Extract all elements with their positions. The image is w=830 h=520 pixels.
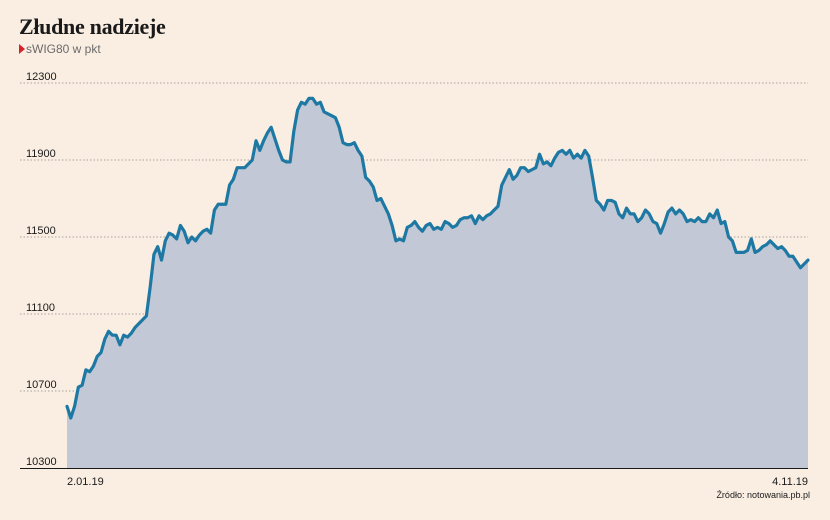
red-triangle-icon: [19, 44, 25, 54]
y-tick-label: 10700: [26, 379, 57, 391]
y-tick-label: 11500: [26, 225, 56, 237]
subtitle-text: sWIG80 w pkt: [26, 42, 101, 56]
y-tick-label: 12300: [26, 71, 57, 83]
y-tick-label: 11900: [26, 148, 56, 160]
y-axis-ticks: 12300 11900 11500 11100 10700 10300: [26, 71, 57, 468]
y-tick-label: 10300: [26, 456, 57, 468]
source-note: Źródło: notowania.pb.pl: [716, 490, 810, 500]
series-line: [65, 96, 810, 420]
y-tick-label: 11100: [26, 302, 55, 314]
x-tick-label-start: 2.01.19: [67, 476, 104, 488]
area-fill: [67, 98, 808, 469]
chart-subtitle: sWIG80 w pkt: [19, 42, 101, 56]
chart-title: Złudne nadzieje: [19, 14, 166, 39]
x-tick-label-end: 4.11.19: [772, 476, 808, 488]
